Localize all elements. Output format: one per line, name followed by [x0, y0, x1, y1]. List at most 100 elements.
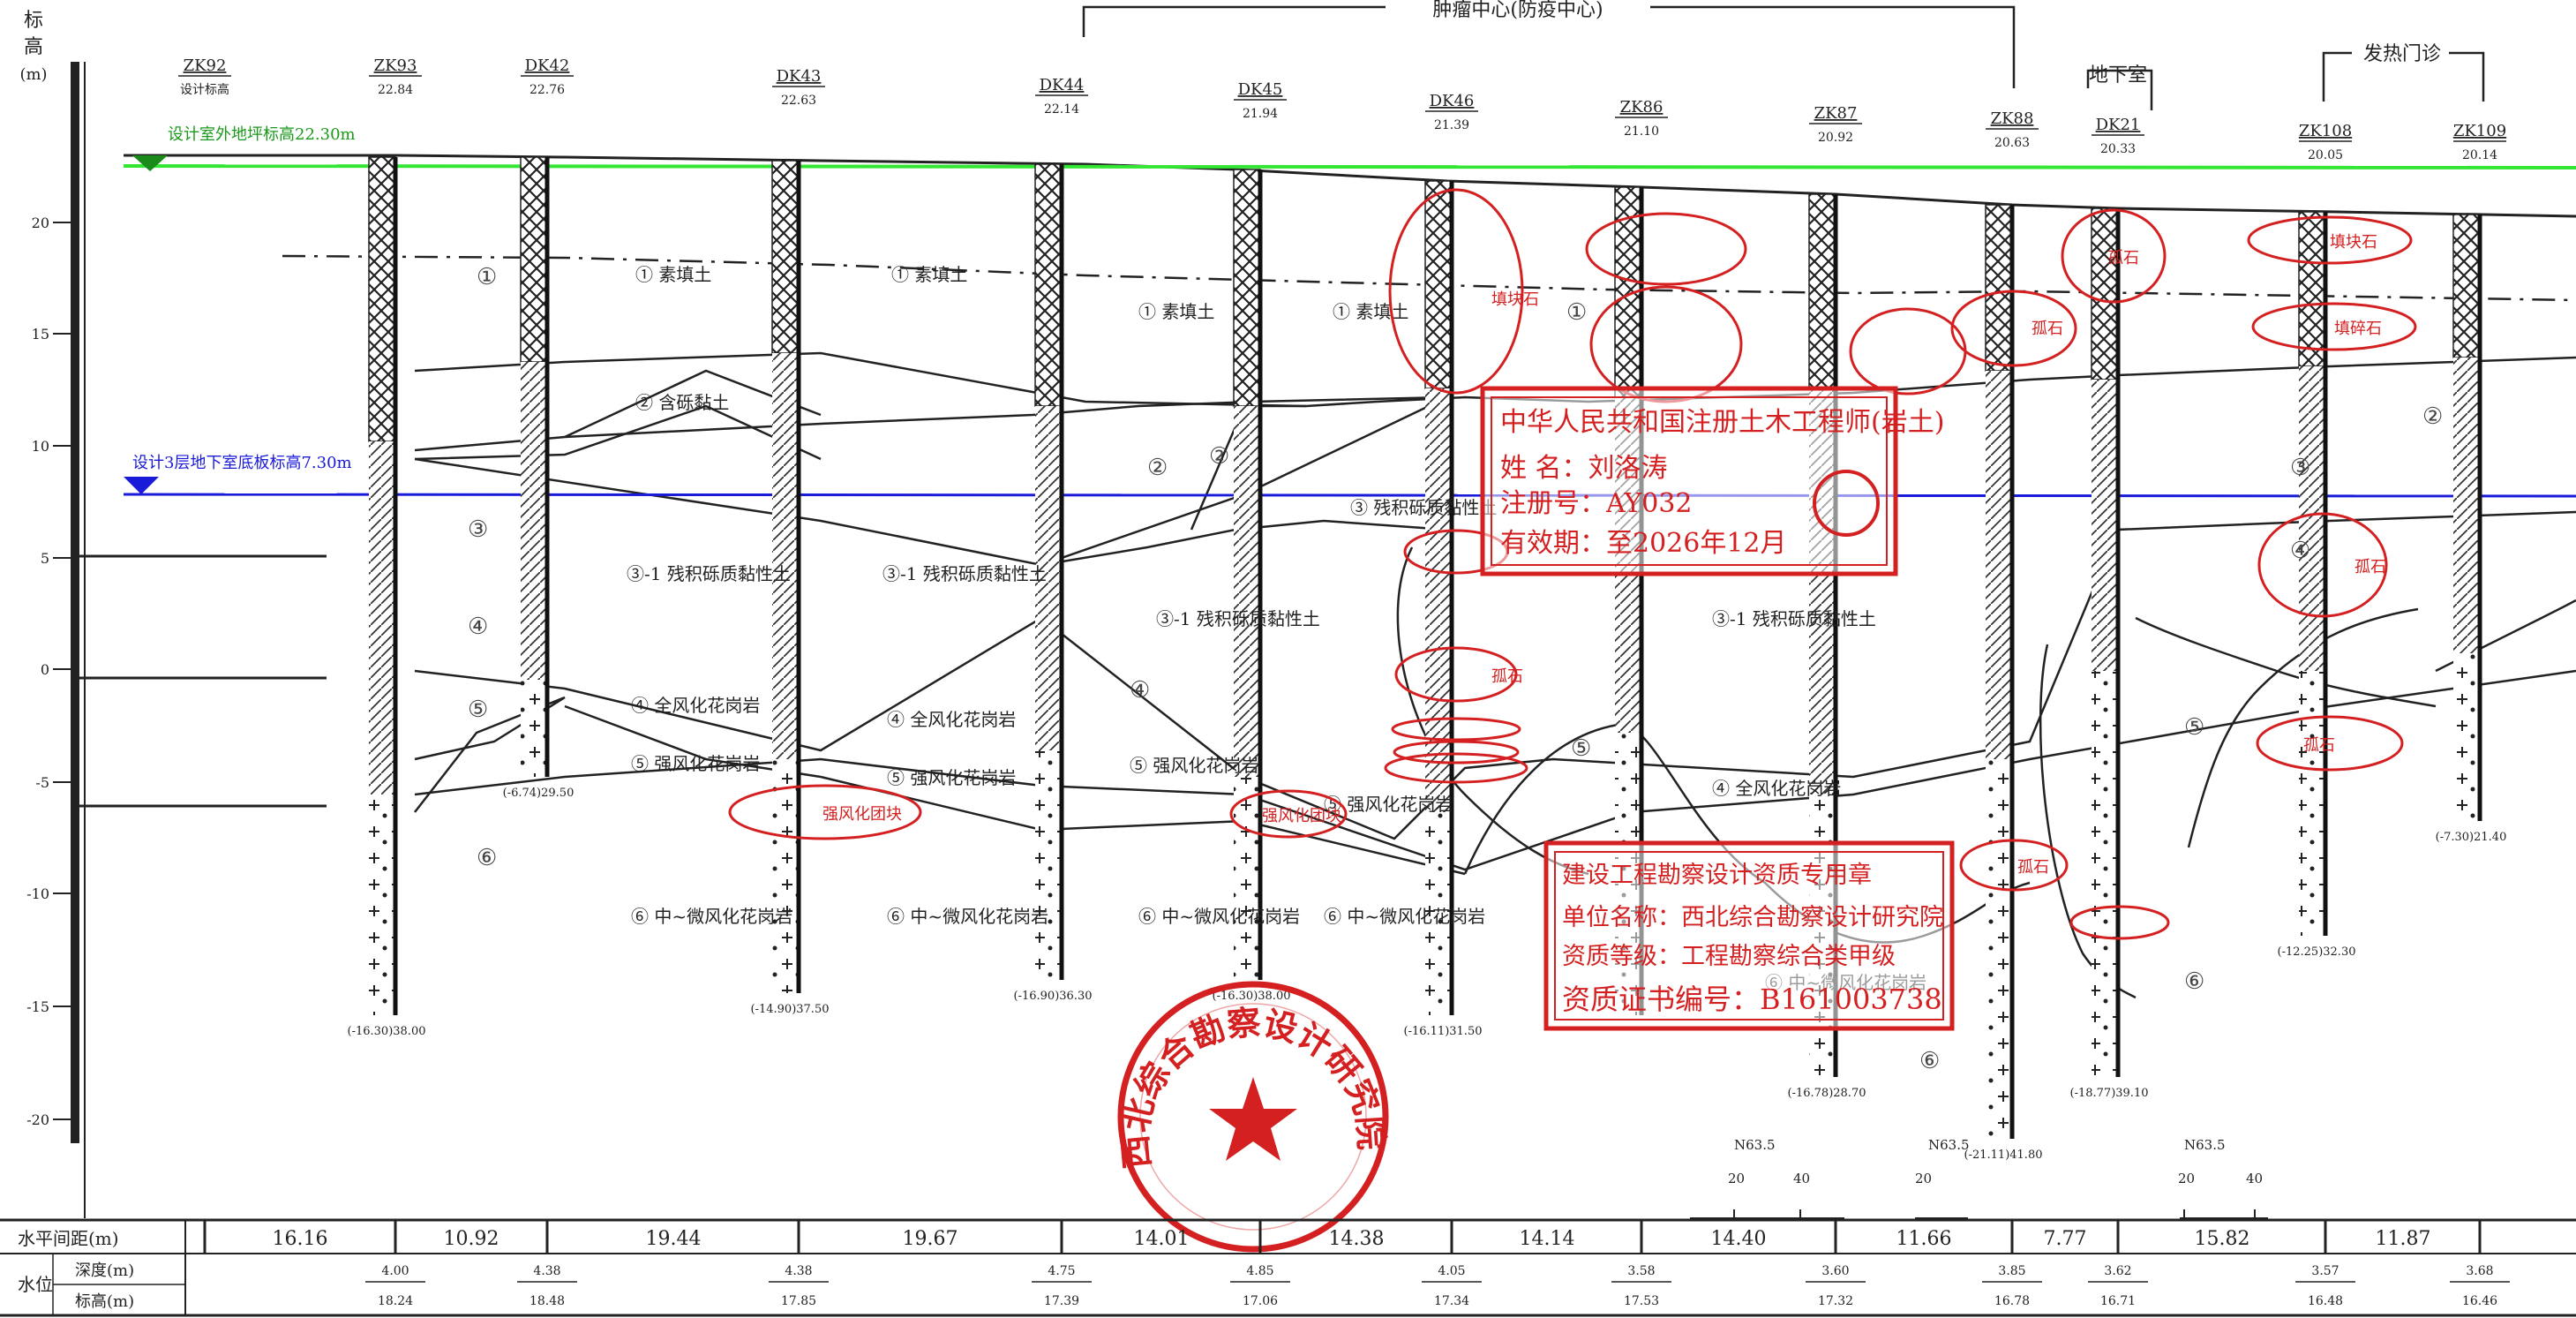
borehole-fill-layer: [2452, 214, 2481, 358]
borehole-rock-layer: [2299, 671, 2325, 936]
borehole-rock-layer: [2092, 671, 2118, 1077]
axis-tick-label: -5: [35, 774, 49, 791]
layer-number-6c: ⑥: [1919, 1048, 1940, 1074]
elevation-axis: 标 高 (m) 20 15 10 5 0 -5 -10 -15 -20: [19, 10, 86, 1218]
layer-label-strong-weathered-1: ⑤ 强风化花岗岩: [631, 753, 760, 774]
layer-number-1b: ①: [1566, 299, 1587, 326]
layer-number-6: ⑥: [477, 845, 497, 871]
borehole-soil-layer: [1425, 388, 1452, 812]
annotation-boulder-5: 孤石: [2017, 858, 2049, 877]
spt-tick-3a: 20: [2178, 1171, 2195, 1186]
table-cell-elevation: 17.06: [1243, 1294, 1278, 1308]
table-row-spacing-label: 水平间距(m): [18, 1228, 119, 1249]
annotation-boulder-4: 孤石: [2032, 320, 2063, 338]
borehole-fill-layer: [1985, 204, 2013, 372]
annotation-strong-weathered-1: 强风化团块: [822, 805, 902, 824]
borehole-rock-layer: [1035, 750, 1062, 980]
borehole-elevation: 20.92: [1818, 131, 1853, 145]
design-outdoor-level-line: [123, 164, 2576, 169]
table-cell-depth: 3.60: [1821, 1264, 1849, 1278]
borehole-soil-layer: [1234, 406, 1260, 777]
table-cell-spacing: 11.87: [2376, 1228, 2431, 1250]
borehole-id: DK44: [1040, 76, 1085, 94]
borehole-elevation: 设计标高: [180, 82, 229, 97]
table-cell-spacing: 19.44: [646, 1228, 702, 1250]
borehole-elevation: 21.39: [1434, 118, 1469, 132]
layer-number-5: ⑤: [468, 697, 488, 723]
axis-tick-label: 0: [41, 661, 49, 678]
annotation-fill-gravel: 填碎石: [2334, 320, 2382, 338]
layer-label-fill-3: ① 素填土: [1138, 301, 1214, 322]
table-cell-elevation: 18.24: [378, 1294, 413, 1308]
axis-tick-label: -10: [26, 885, 49, 902]
basement-floor-level-line: [123, 493, 2576, 498]
table-cell-elevation: 16.78: [1994, 1294, 2030, 1308]
table-cell-spacing: 11.66: [1896, 1228, 1952, 1250]
table-cell-depth: 3.85: [1998, 1264, 2025, 1278]
spt-tick-1b: 40: [1793, 1171, 1810, 1186]
layer-label-moderate-3: ⑥ 中~微风化花岗岩: [1138, 906, 1300, 927]
basement-floor-level-label: 设计3层地下室底板标高7.30m: [132, 454, 352, 472]
borehole-fill-layer: [1808, 193, 1836, 389]
borehole-fill-layer: [368, 156, 396, 442]
borehole-bottom-label: (-7.30)21.40: [2436, 831, 2507, 844]
borehole-DK45: DK45 21.94 (-16.30)38.00: [1213, 80, 1291, 1003]
borehole-DK42: DK42 22.76 (-6.74)29.50: [503, 56, 575, 800]
borehole-soil-layer: [2453, 358, 2480, 653]
table-cell-depth: 3.68: [2466, 1264, 2493, 1278]
layer-label-full-weathered-1: ④ 全风化花岗岩: [631, 695, 760, 716]
table-cell-spacing: 10.92: [444, 1228, 499, 1250]
layer-label-moderate-1: ⑥ 中~微风化花岗岩: [631, 906, 792, 927]
building-label-basement: 地下室: [2089, 64, 2147, 87]
layer-number-1: ①: [477, 264, 497, 290]
layer-number-4c: ④: [2290, 538, 2310, 564]
borehole-id: DK21: [2096, 116, 2141, 134]
table-cell-depth: 4.05: [1438, 1264, 1465, 1278]
borehole-soil-layer: [369, 441, 395, 795]
borehole-elevation: 20.05: [2308, 148, 2343, 162]
table-cell-spacing: 14.38: [1329, 1228, 1385, 1250]
building-label-tumor-center: 肿瘤中心(防疫中心): [1432, 0, 1603, 21]
borehole-fill-layer: [2091, 207, 2119, 380]
borehole-soil-layer: [2092, 380, 2118, 671]
layer-label-strong-weathered-2: ⑤ 强风化花岗岩: [887, 767, 1016, 788]
borehole-bottom-label: (-16.30)38.00: [1213, 990, 1291, 1003]
annotation-strong-weathered-2: 强风化团块: [1262, 807, 1341, 825]
table-cell-depth: 3.57: [2311, 1264, 2339, 1278]
annotation-boulder-1: 孤石: [1491, 667, 1523, 686]
borehole-fill-layer: [1034, 163, 1063, 407]
qualification-stamp-line-3: 资质等级：工程勘察综合类甲级: [1562, 943, 1896, 970]
engineer-stamp-round-mark: [1813, 470, 1880, 537]
layer-label-residual-3: ③-1 残积砾质黏性土: [1156, 608, 1320, 629]
axis-tick-label: 20: [32, 215, 49, 231]
borehole-rock-layer: [2453, 653, 2480, 821]
borehole-bottom-label: (-21.11)41.80: [1964, 1149, 2043, 1162]
spt-tick-3b: 40: [2246, 1171, 2263, 1186]
engineer-stamp-line-4: 有效期：至2026年12月: [1500, 528, 1787, 559]
borehole-fill-layer: [771, 160, 800, 354]
axis-title-unit: (m): [19, 65, 47, 84]
annotation-boulder-6: 孤石: [2303, 736, 2335, 755]
borehole-bottom-label: (-14.90)37.50: [751, 1003, 830, 1016]
annotation-fill-rock-2: 填块石: [2330, 233, 2377, 252]
borehole-bottom-label: (-16.11)31.50: [1404, 1025, 1483, 1038]
borehole-elevation: 21.10: [1624, 124, 1659, 139]
table-row-water-label: 水位: [18, 1274, 53, 1295]
borehole-elevation: 20.14: [2462, 148, 2497, 162]
axis-title-char-2: 高: [24, 36, 43, 58]
layer-number-2b: ②: [1209, 443, 1229, 470]
borehole-soil-layer: [772, 353, 799, 759]
borehole-fill-layer: [1424, 180, 1453, 389]
layer-label-fill-1: ① 素填土: [635, 264, 711, 285]
borehole-bottom-label: (-16.90)36.30: [1014, 990, 1093, 1003]
borehole-soil-layer: [1986, 371, 2012, 759]
table-cell-spacing: 14.40: [1711, 1228, 1767, 1250]
table-cell-elevation: 17.85: [781, 1294, 816, 1308]
borehole-rock-layer: [521, 680, 547, 777]
annotation-fill-rock-1: 填块石: [1491, 290, 1539, 309]
borehole-ZK109: ZK109 20.14 (-7.30)21.40: [2436, 122, 2507, 844]
layer-number-4: ④: [468, 614, 488, 640]
layer-number-5b: ⑤: [1571, 735, 1591, 762]
borehole-rock-layer: [1425, 812, 1452, 1015]
